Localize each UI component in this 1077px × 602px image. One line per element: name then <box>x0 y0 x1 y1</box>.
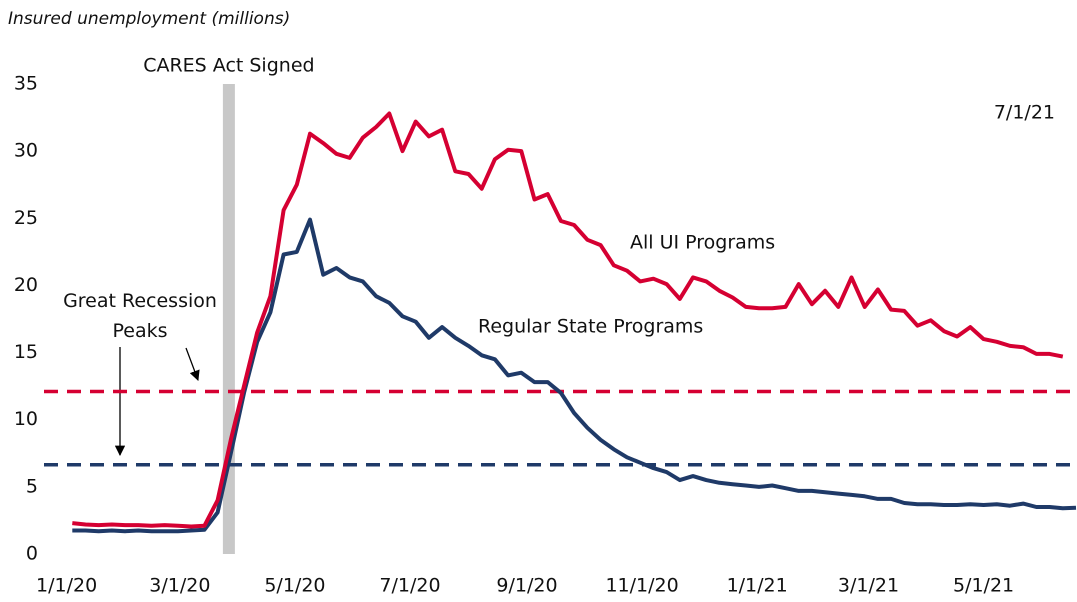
series-label: Regular State Programs <box>478 316 703 338</box>
series-label: All UI Programs <box>630 232 775 254</box>
x-tick-label: 9/1/20 <box>496 575 557 597</box>
x-tick-label: 3/1/20 <box>149 575 210 597</box>
data-line <box>72 217 1077 534</box>
y-tick-label: 10 <box>14 408 38 430</box>
arrow <box>185 347 200 381</box>
event-label: CARES Act Signed <box>143 55 314 77</box>
date-note: 7/1/21 <box>994 102 1055 124</box>
x-tick-label: 5/1/20 <box>264 575 325 597</box>
x-tick-label: 7/1/20 <box>379 575 440 597</box>
x-tick-label: 11/1/20 <box>605 575 678 597</box>
y-axis-label: Insured unemployment (millions) <box>8 9 290 29</box>
x-tick-label: 5/1/21 <box>953 575 1014 597</box>
y-tick-label: 35 <box>14 73 38 95</box>
y-tick-label: 5 <box>26 475 38 497</box>
y-tick-label: 25 <box>14 207 38 229</box>
data-line <box>72 111 1064 529</box>
y-tick-label: 20 <box>14 274 38 296</box>
x-tick-label: 1/1/21 <box>727 575 788 597</box>
reference-label: Great Recession Peaks <box>63 290 217 342</box>
y-tick-label: 0 <box>26 543 38 565</box>
y-tick-label: 30 <box>14 140 38 162</box>
y-tick-label: 15 <box>14 341 38 363</box>
x-tick-label: 3/1/21 <box>838 575 899 597</box>
x-tick-label: 1/1/20 <box>36 575 97 597</box>
